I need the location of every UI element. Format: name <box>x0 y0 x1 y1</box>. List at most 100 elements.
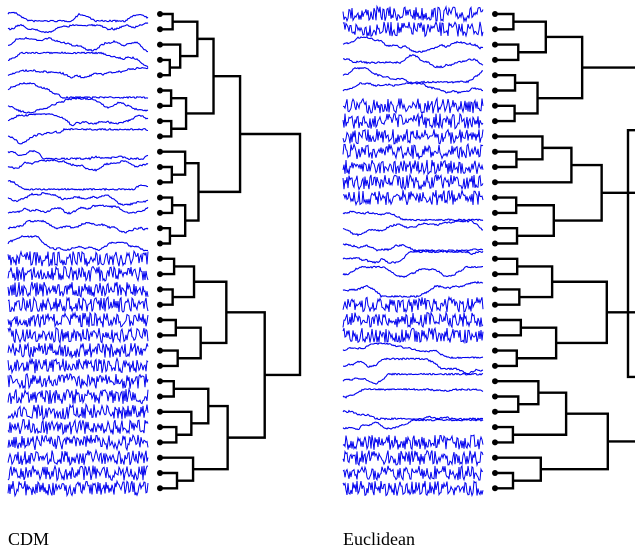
dendrogram-link <box>175 326 202 360</box>
leaf-node <box>157 41 163 48</box>
leaf-node <box>157 164 163 170</box>
waveform <box>7 433 149 452</box>
waveform <box>7 22 149 34</box>
dendrograms <box>157 11 635 492</box>
leaf-node <box>157 485 163 492</box>
waveform <box>342 4 484 23</box>
leaf-node <box>157 179 163 186</box>
waveform <box>7 281 149 298</box>
waveform <box>7 479 149 498</box>
waveform <box>342 326 484 345</box>
leaf-node <box>157 317 163 323</box>
dendrogram-link <box>495 395 520 413</box>
leaf-node <box>157 240 163 247</box>
dendrogram-link <box>169 204 187 238</box>
waveform <box>342 372 484 385</box>
leaf-node <box>157 439 163 446</box>
dendrogram-link <box>171 96 188 130</box>
dendrogram-link <box>160 410 193 436</box>
leaf-node <box>492 72 498 79</box>
dendrogram-link <box>516 326 558 360</box>
waveform <box>7 372 149 390</box>
waveform <box>8 36 148 53</box>
dendrogram-link <box>198 74 242 194</box>
waveform <box>342 387 484 399</box>
waveform <box>343 357 484 375</box>
waveform <box>342 219 483 237</box>
dendrogram-link <box>495 471 515 490</box>
dendrogram-link <box>240 132 302 377</box>
waveform <box>342 159 484 176</box>
dendrogram-link <box>186 37 215 115</box>
leaf-node <box>157 470 163 476</box>
dendrogram-link <box>495 349 518 368</box>
dendrogram-link <box>495 227 519 245</box>
dendrogram-link <box>160 318 177 337</box>
waveform <box>342 20 484 38</box>
waveform <box>7 235 149 252</box>
leaf-node <box>492 424 498 431</box>
waveform <box>7 219 149 234</box>
waveform <box>343 96 484 115</box>
waveform <box>7 112 149 127</box>
dendrogram-link <box>193 404 229 471</box>
dendrogram-link <box>582 66 635 195</box>
dendrogram-link <box>160 227 172 245</box>
leaf-node <box>157 72 163 79</box>
waveform <box>342 280 484 299</box>
leaf-node <box>492 56 498 63</box>
leaf-node <box>157 133 163 140</box>
dendrogram-link <box>160 380 175 398</box>
leaf-node <box>492 133 498 140</box>
dendrogram-link <box>552 280 608 345</box>
waveform <box>342 36 484 53</box>
dendrogram-link <box>514 81 539 115</box>
dendrogram-link <box>160 456 195 482</box>
waveform <box>7 249 149 267</box>
dendrogram-link <box>495 257 519 276</box>
dendrogram-link <box>495 318 523 337</box>
leaf-node <box>492 408 498 415</box>
waveform <box>342 190 484 207</box>
waveform <box>342 173 484 192</box>
waveform <box>342 449 484 468</box>
dendrogram-link <box>540 412 609 471</box>
waveform <box>342 66 484 84</box>
waveform <box>7 204 149 215</box>
leaf-node <box>157 56 163 63</box>
leaf-node <box>157 225 163 232</box>
dendrogram-link <box>172 265 196 299</box>
dendrogram-link <box>160 150 187 176</box>
dendrogram-link <box>160 425 178 444</box>
waveform <box>342 310 484 329</box>
dendrogram-link <box>194 280 228 345</box>
leaf-node <box>157 408 163 415</box>
dendrogram-link <box>495 456 542 482</box>
leaf-node <box>492 378 498 385</box>
dendrogram-link <box>173 387 210 425</box>
leaf-node <box>157 332 163 339</box>
leaf-node <box>492 164 498 170</box>
dendrogram-link <box>553 163 603 222</box>
leaf-node <box>157 148 163 155</box>
dendrogram-link <box>172 20 199 58</box>
waveform <box>342 480 484 498</box>
leaf-node <box>157 102 163 109</box>
dendrogram-link <box>495 104 516 123</box>
panel-label: CDM <box>8 529 49 549</box>
dendrogram-link <box>226 311 266 439</box>
waveform <box>7 464 149 482</box>
waveform <box>7 192 149 207</box>
dendrogram-link <box>495 288 521 306</box>
dendrogram-link <box>160 349 179 368</box>
dendrogram-link <box>495 380 540 406</box>
waveform <box>7 295 149 313</box>
waveform <box>342 464 484 482</box>
waveform <box>7 97 149 114</box>
waveform <box>7 82 149 99</box>
waveform <box>7 448 149 467</box>
waveform <box>7 387 149 405</box>
leaf-node <box>492 102 498 109</box>
dendrogram-link <box>160 257 176 276</box>
